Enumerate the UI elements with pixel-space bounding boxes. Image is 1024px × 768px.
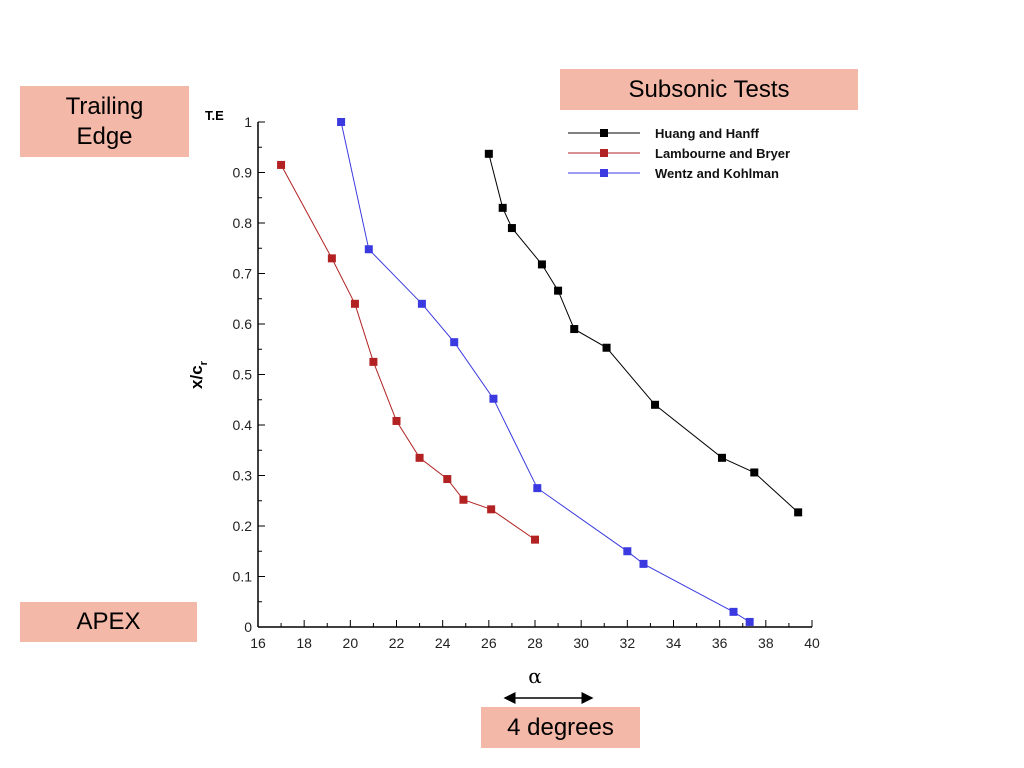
x-tick-label: 28: [527, 635, 543, 651]
data-point: [651, 400, 660, 409]
y-axis-label: x/cr: [187, 360, 210, 389]
x-tick-label: 24: [435, 635, 451, 651]
x-axis-label: α: [528, 664, 542, 688]
data-point: [623, 547, 632, 556]
data-point: [327, 254, 336, 263]
legend-label: Lambourne and Bryer: [655, 146, 790, 161]
y-tick-label: 0.5: [233, 367, 253, 383]
data-point: [364, 245, 373, 254]
data-point: [487, 505, 496, 514]
data-point: [794, 508, 803, 517]
data-point: [277, 160, 286, 169]
data-point: [369, 357, 378, 366]
legend-marker: [600, 129, 608, 137]
data-point: [729, 607, 738, 616]
data-point: [639, 559, 648, 568]
data-point: [498, 203, 507, 212]
data-point: [570, 325, 579, 334]
x-tick-label: 22: [389, 635, 405, 651]
data-point: [750, 468, 759, 477]
y-tick-label: 0.9: [233, 165, 253, 181]
legend-marker: [600, 149, 608, 157]
data-point: [450, 338, 459, 347]
trailing-edge-label: Trailing Edge: [20, 86, 189, 157]
x-tick-label: 18: [296, 635, 312, 651]
data-point: [392, 416, 401, 425]
x-tick-label: 38: [758, 635, 774, 651]
data-point: [745, 617, 754, 626]
data-point: [484, 149, 493, 158]
legend-label: Wentz and Kohlman: [655, 166, 779, 181]
data-point: [350, 299, 359, 308]
data-point: [537, 260, 546, 269]
series-1: [277, 160, 539, 544]
x-tick-label: 34: [666, 635, 682, 651]
y-tick-label: 0.1: [233, 569, 253, 585]
y-tick-label: 0.8: [233, 215, 253, 231]
x-tick-label: 16: [250, 635, 266, 651]
x-tick-label: 26: [481, 635, 497, 651]
legend-entry: Wentz and Kohlman: [568, 166, 779, 181]
series-line: [340, 121, 750, 623]
y-tick-label: 0.6: [233, 316, 253, 332]
x-tick-label: 20: [343, 635, 359, 651]
data-point: [415, 453, 424, 462]
y-tick-label: 1: [244, 114, 252, 130]
x-tick-label: 36: [712, 635, 728, 651]
data-point: [533, 484, 542, 493]
x-tick-label: 32: [620, 635, 636, 651]
data-point: [554, 286, 563, 295]
series-line: [280, 164, 536, 541]
data-point: [459, 495, 468, 504]
data-point: [717, 453, 726, 462]
data-point: [443, 475, 452, 484]
y-tick-label: 0.2: [233, 518, 253, 534]
legend-entry: Lambourne and Bryer: [568, 146, 790, 161]
y-tick-label: 0: [244, 619, 252, 635]
four-degrees-label: 4 degrees: [481, 707, 640, 748]
data-point: [602, 343, 611, 352]
subsonic-tests-label: Subsonic Tests: [560, 69, 858, 110]
series-2: [337, 118, 754, 626]
data-point: [489, 394, 498, 403]
y-tick-label: 0.4: [233, 417, 253, 433]
trailing-edge-axis-label: T.E: [205, 108, 224, 123]
series-0: [484, 149, 803, 517]
series-layer: [277, 118, 803, 626]
legend-entry: Huang and Hanff: [568, 126, 760, 141]
apex-label: APEX: [20, 602, 197, 642]
series-line: [488, 153, 799, 513]
legend-label: Huang and Hanff: [655, 126, 760, 141]
legend-marker: [600, 169, 608, 177]
data-point: [337, 118, 346, 126]
y-tick-label: 0.7: [233, 266, 253, 282]
y-tick-label: 0.3: [233, 468, 253, 484]
data-point: [417, 299, 426, 308]
data-point: [507, 224, 516, 233]
x-tick-label: 30: [573, 635, 589, 651]
axes: 16 18 20 22 24 26 28 30 32 34 36 38 40 0 0.1 0.2 0.3 0.4 0…: [233, 114, 820, 651]
data-point: [531, 535, 539, 544]
x-tick-label: 40: [804, 635, 820, 651]
legend: Huang and Hanff Lambourne and Bryer Wentz …: [568, 126, 790, 181]
